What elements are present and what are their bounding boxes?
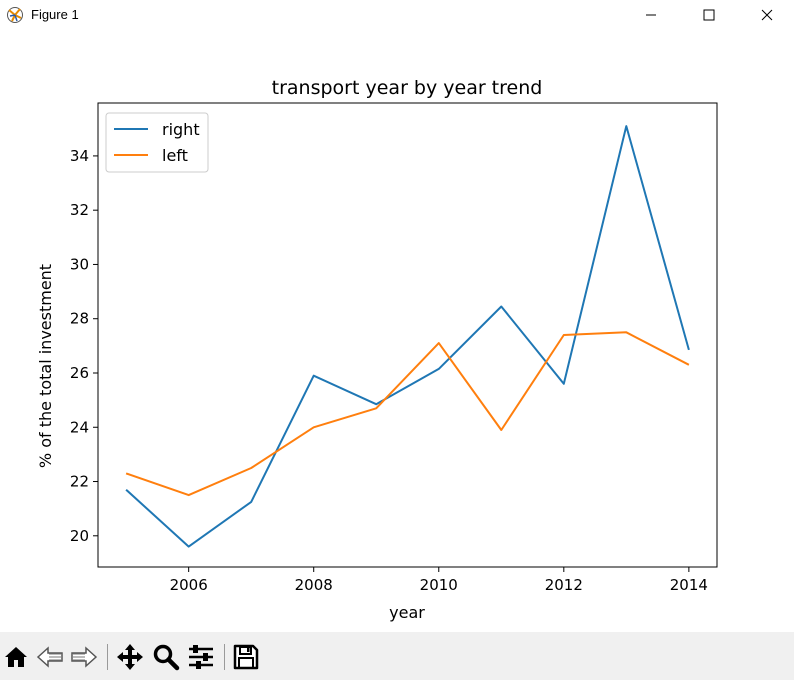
line-chart[interactable]: transport year by year trend year % of t… [0,30,794,632]
back-button[interactable] [35,642,65,672]
x-tick-label: 2012 [545,576,583,594]
x-tick-label: 2014 [670,576,708,594]
toolbar-separator [224,644,225,670]
matplotlib-icon [7,7,23,23]
y-axis-label: % of the total investment [36,264,55,468]
y-tick-label: 30 [70,255,89,273]
legend-box [105,112,209,173]
back-arrow-icon [36,646,63,668]
y-tick-label: 34 [70,147,89,165]
plot-frame [97,102,718,568]
zoom-icon [153,644,180,671]
home-icon [5,647,27,667]
close-button[interactable] [738,0,794,30]
minimize-button[interactable] [622,0,680,30]
figure-canvas: transport year by year trend year % of t… [0,30,794,632]
y-tick-label: 22 [70,473,89,491]
x-tick-label: 2006 [170,576,208,594]
forward-button[interactable] [69,642,99,672]
y-tick-label: 24 [70,418,89,436]
sliders-icon [189,645,213,669]
y-tick-label: 32 [70,201,89,219]
configure-subplots-button[interactable] [186,642,216,672]
x-tick-label: 2010 [420,576,458,594]
x-axis-label: year [389,603,425,622]
y-tick-label: 26 [70,364,89,382]
save-icon [233,644,259,670]
legend-label-left: left [162,146,188,165]
x-tick-label: 2008 [295,576,333,594]
window-title: Figure 1 [31,7,79,22]
y-tick-label: 20 [70,527,89,545]
home-button[interactable] [1,642,31,672]
forward-arrow-icon [71,646,98,668]
save-button[interactable] [231,642,261,672]
chart-title: transport year by year trend [272,77,543,99]
window-titlebar: Figure 1 [0,0,794,30]
zoom-button[interactable] [151,642,181,672]
close-icon [761,9,773,21]
minimize-icon [646,14,656,16]
maximize-icon [703,9,715,21]
series-line-right [125,125,690,548]
pan-button[interactable] [115,642,145,672]
series-line-left [125,331,690,497]
y-tick-label: 28 [70,310,89,328]
legend-label-right: right [162,120,200,139]
maximize-button[interactable] [680,0,738,30]
toolbar-separator [107,644,108,670]
move-icon [117,644,143,670]
navigation-toolbar [0,632,794,680]
